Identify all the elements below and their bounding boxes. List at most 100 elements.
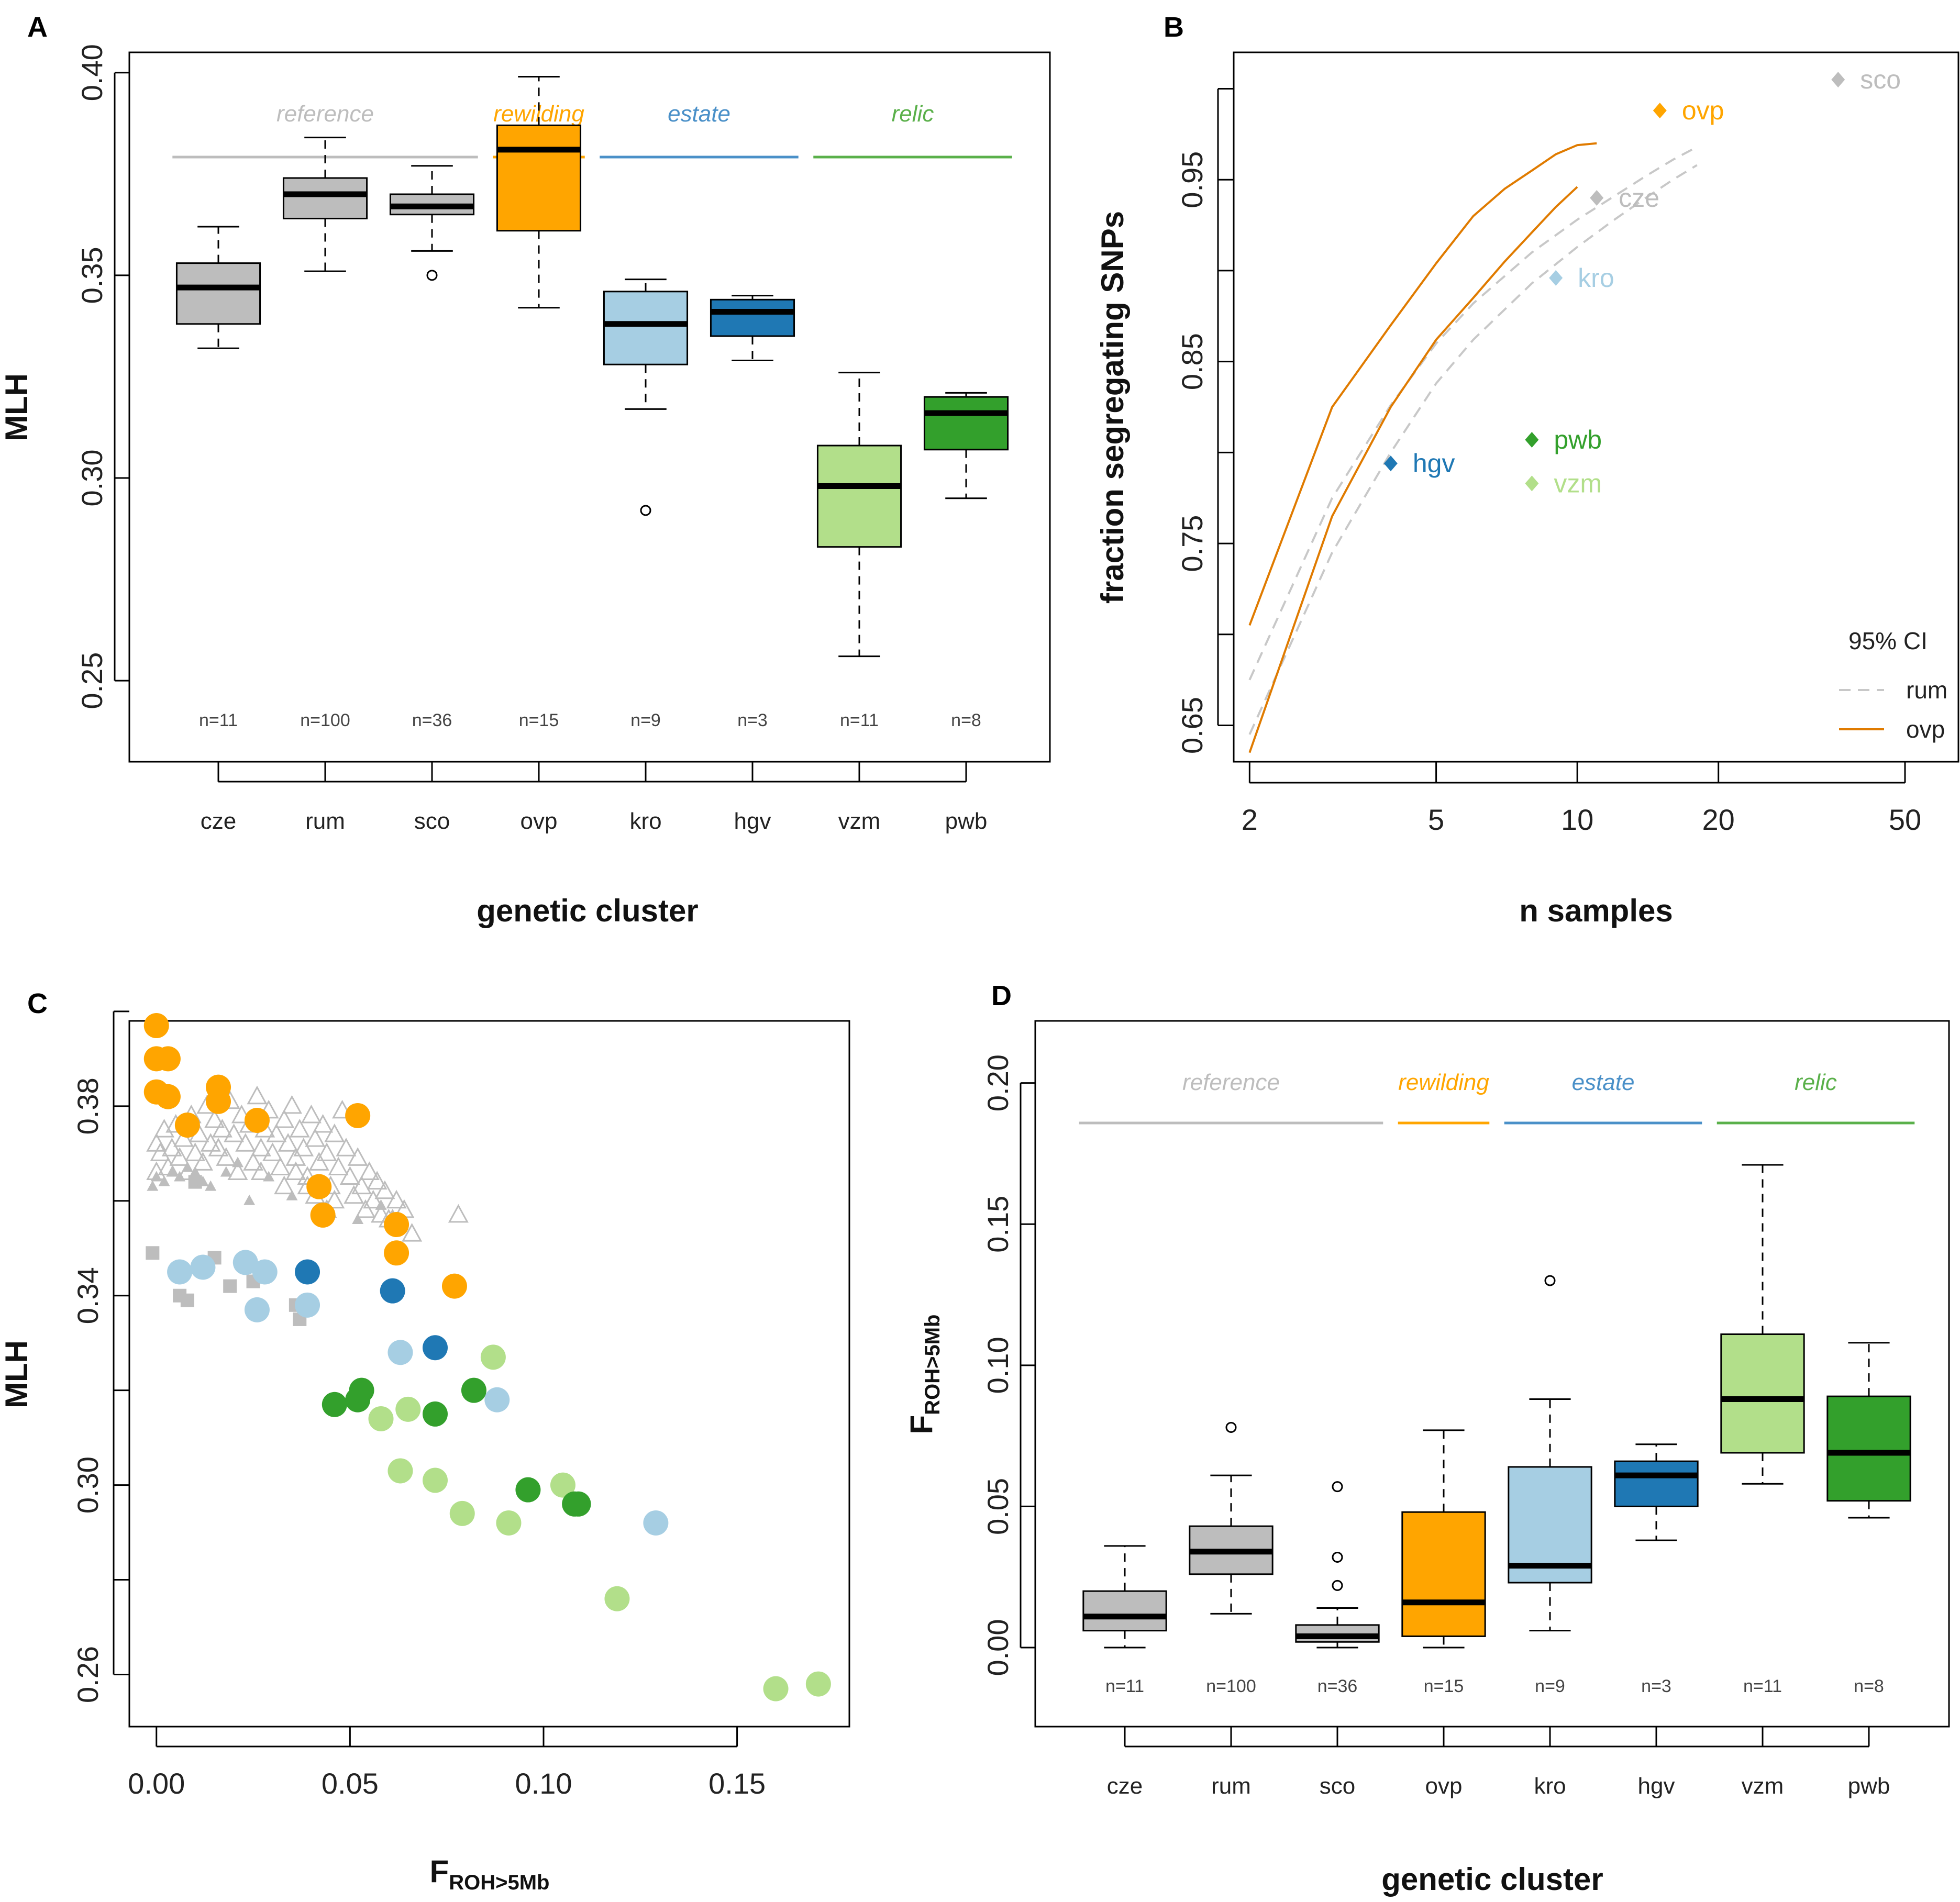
x-tick-label: 5: [1428, 803, 1444, 836]
point-rum: [402, 1222, 423, 1242]
point-sco: [263, 1171, 275, 1182]
panel-d: D 0.00 0.05 0.10 0.15 0.20 cze n=11 rum n=100 sco n…: [904, 980, 1950, 1897]
point-rum: [374, 1180, 395, 1199]
sample-size-label: n=15: [1424, 1676, 1464, 1696]
ci-line-rum-upper: [1248, 146, 1698, 681]
point-rum: [192, 1152, 213, 1171]
point-rum: [285, 1161, 306, 1181]
box-vzm: [816, 444, 902, 548]
box-rum: [282, 177, 368, 219]
point-sco: [197, 1175, 209, 1186]
y-tick-label: 0.38: [71, 1077, 104, 1134]
sample-size-label: n=3: [1641, 1676, 1671, 1696]
point-rum: [285, 1147, 306, 1166]
panel-label: C: [27, 988, 48, 1019]
plot-frame: [1034, 1020, 1950, 1728]
point-rum: [161, 1138, 182, 1156]
point-label-hgv: hgv: [1413, 449, 1455, 478]
x-tick-label: vzm: [838, 808, 881, 834]
point-ovp: [310, 1202, 336, 1228]
x-tick-label: 2: [1242, 803, 1258, 836]
point-sco: [243, 1194, 256, 1205]
box-hgv: [710, 298, 795, 337]
box-hgv: [1614, 1460, 1699, 1507]
point-sco: [166, 1166, 178, 1177]
point-vzm: [550, 1472, 575, 1498]
point-label-sco: sco: [1860, 65, 1901, 94]
point-kro: [387, 1340, 413, 1365]
point-kro: [252, 1259, 278, 1285]
point-rum: [355, 1199, 376, 1218]
point-kro: [643, 1510, 669, 1536]
point-rum: [324, 1124, 345, 1142]
panel-label: B: [1164, 12, 1184, 43]
point-pwb: [515, 1477, 541, 1503]
point-vzm: [604, 1586, 630, 1611]
point-rum: [231, 1104, 252, 1124]
point-rum: [204, 1109, 225, 1128]
x-axis-title-main: F: [430, 1854, 449, 1889]
y-tick-label: 0.65: [1176, 697, 1209, 754]
point-rum: [250, 1161, 271, 1181]
point-vzm: [423, 1467, 448, 1493]
point-ovp: [244, 1107, 270, 1133]
plot-frame: [128, 1020, 850, 1728]
point-rum: [347, 1147, 368, 1166]
point-ovp: [441, 1273, 467, 1299]
point-rum: [316, 1142, 337, 1161]
x-tick-label: 50: [1889, 803, 1921, 836]
point-rum: [169, 1147, 190, 1166]
point-kro: [484, 1387, 510, 1412]
point-hgv: [380, 1278, 405, 1304]
x-tick-label: kro: [629, 808, 661, 834]
point-ovp: [1653, 103, 1667, 119]
point-sco: [375, 1199, 387, 1210]
point-ovp: [174, 1113, 200, 1138]
point-cze: [180, 1293, 194, 1307]
box-ovp: [496, 124, 582, 232]
point-hgv: [295, 1259, 320, 1285]
y-tick-label: 0.30: [75, 450, 108, 507]
y-tick-label: 0.40: [75, 44, 108, 101]
y-tick-label: 0.20: [981, 1054, 1014, 1111]
point-rum: [266, 1124, 287, 1142]
point-ovp: [155, 1046, 181, 1072]
panel-a: A 0.25 0.30 0.35 0.40 cze n=11 rum n=100 sco n=36 o…: [0, 12, 1051, 928]
ci-line-ovp-upper: [1248, 142, 1597, 626]
x-axis-title-sub: ROH>5Mb: [449, 1871, 549, 1894]
x-tick-label: 0.15: [708, 1767, 766, 1800]
point-rum: [344, 1185, 364, 1204]
y-axis-title: MLH: [0, 1340, 34, 1408]
point-rum: [328, 1156, 349, 1175]
point-rum: [336, 1138, 357, 1156]
point-pwb: [461, 1377, 486, 1403]
point-label-vzm: vzm: [1554, 469, 1602, 498]
point-kro: [167, 1259, 193, 1285]
point-rum: [448, 1204, 469, 1223]
point-rum: [150, 1142, 171, 1161]
point-vzm: [480, 1344, 506, 1370]
point-rum: [370, 1204, 392, 1223]
box-cze: [175, 262, 261, 325]
point-sco: [189, 1166, 201, 1177]
outlier-point: [1225, 1421, 1237, 1433]
point-pwb: [322, 1392, 347, 1417]
x-tick-label: ovp: [521, 808, 558, 834]
x-axis-title: genetic cluster: [477, 893, 699, 928]
x-tick-label: 0.10: [515, 1767, 572, 1800]
x-tick-label: vzm: [1742, 1773, 1784, 1799]
x-tick-label: cze: [201, 808, 236, 834]
box-cze: [1082, 1590, 1167, 1632]
y-tick-label: 0.05: [981, 1478, 1014, 1535]
outlier-point: [1332, 1580, 1343, 1591]
point-pwb: [1525, 432, 1539, 448]
point-rum: [274, 1175, 295, 1195]
point-ovp: [143, 1013, 169, 1039]
y-axis-title: FROH>5Mb: [904, 1315, 944, 1434]
point-rum: [313, 1114, 334, 1133]
sample-size-label: n=3: [737, 710, 768, 730]
x-tick-label: pwb: [945, 808, 988, 834]
y-tick-label: 0.95: [1176, 151, 1209, 208]
sample-size-label: n=36: [1317, 1676, 1358, 1696]
point-kro: [244, 1297, 270, 1322]
